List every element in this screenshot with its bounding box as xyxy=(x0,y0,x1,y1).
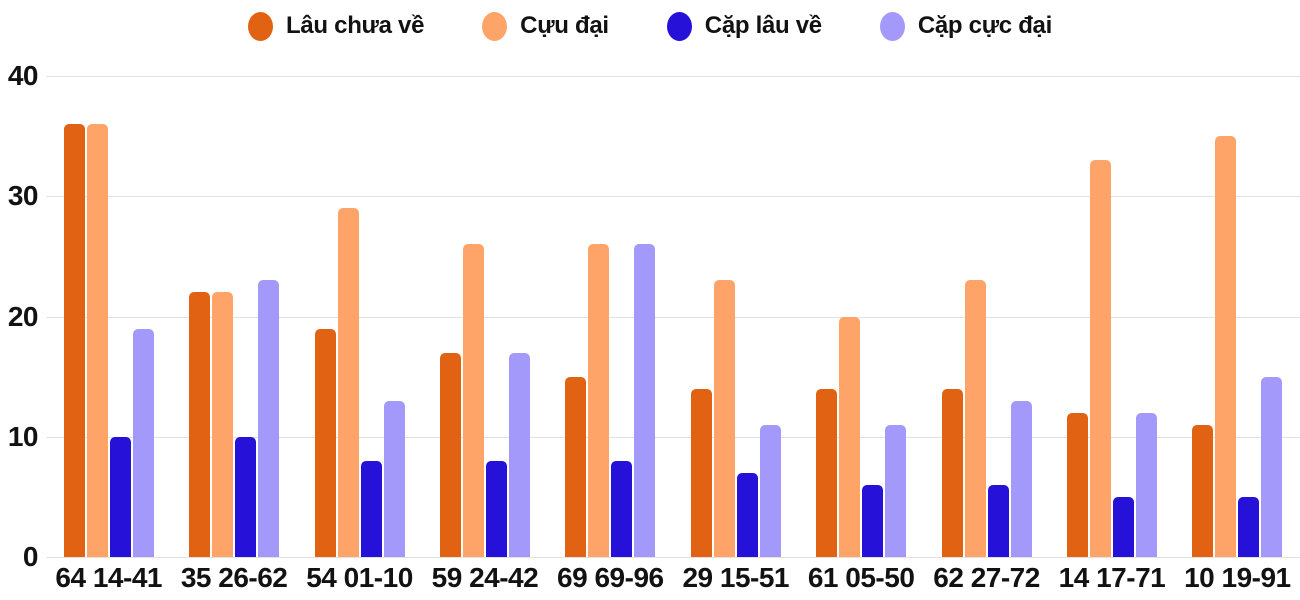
legend-label: Cặp cực đại xyxy=(917,12,1052,39)
y-tick-label: 40 xyxy=(7,60,39,91)
bar-series2-group10 xyxy=(1215,136,1237,557)
bar-series2-group1 xyxy=(86,124,108,557)
legend-swatch-icon xyxy=(879,11,905,41)
bar-group-6 xyxy=(673,76,798,557)
bar-group-7 xyxy=(798,76,923,557)
bar-group-4 xyxy=(422,76,547,557)
gridline xyxy=(46,316,1300,318)
legend-label: Cựu đại xyxy=(520,12,609,39)
y-tick-label: 0 xyxy=(22,541,39,572)
legend-item-4[interactable]: Cặp cực đại xyxy=(879,11,1052,41)
x-axis-label: 54 01-10 xyxy=(306,562,413,593)
bar-series2-group6 xyxy=(713,280,735,557)
x-axis-label: 62 27-72 xyxy=(933,562,1040,593)
bar-group-1 xyxy=(46,76,171,557)
bar-series1-group2 xyxy=(189,292,211,557)
bar-series4-group5 xyxy=(634,244,656,557)
bar-series1-group5 xyxy=(565,376,587,557)
bar-group-10 xyxy=(1175,76,1300,557)
bar-series2-group8 xyxy=(964,280,986,557)
x-axis-label: 64 14-41 xyxy=(55,562,162,593)
bar-series3-group7 xyxy=(862,484,884,557)
y-tick-label: 20 xyxy=(7,300,39,332)
bar-series2-group5 xyxy=(588,244,610,557)
bar-series1-group4 xyxy=(439,352,461,557)
chart-legend: Lâu chưa về Cựu đại Cặp lâu về Cặp cực đại xyxy=(0,6,1300,46)
bar-series1-group6 xyxy=(690,388,712,557)
bar-series2-group2 xyxy=(212,292,234,557)
bar-series4-group9 xyxy=(1135,412,1157,557)
gridline xyxy=(46,76,1300,77)
bar-series4-group8 xyxy=(1010,400,1032,557)
bar-series3-group2 xyxy=(235,436,257,557)
bar-series4-group1 xyxy=(132,328,154,557)
gridline xyxy=(46,557,1300,558)
bar-series3-group6 xyxy=(736,472,758,557)
plot-area xyxy=(46,76,1300,558)
legend-label: Cặp lâu về xyxy=(704,12,822,39)
gridline xyxy=(46,436,1300,438)
x-axis-label: 35 26-62 xyxy=(180,562,288,593)
bar-series3-group10 xyxy=(1238,496,1260,557)
legend-swatch-icon xyxy=(666,11,692,41)
bar-series3-group8 xyxy=(987,484,1009,557)
gridline xyxy=(46,196,1300,198)
bar-group-5 xyxy=(548,76,673,557)
bar-series3-group1 xyxy=(109,436,131,557)
bar-series4-group2 xyxy=(258,280,280,557)
x-axis: 64 14-41 35 26-62 54 01-10 59 24-42 69 69-96… xyxy=(46,560,1300,600)
bar-group-2 xyxy=(171,76,296,557)
x-axis-label: 59 24-42 xyxy=(431,562,539,593)
bar-series4-group4 xyxy=(508,352,530,557)
bar-series3-group4 xyxy=(485,460,507,557)
bar-groups xyxy=(46,76,1300,557)
bar-series1-group7 xyxy=(816,388,838,557)
x-axis-label: 14 17-71 xyxy=(1058,562,1166,593)
legend-swatch-icon xyxy=(248,11,274,41)
y-tick-label: 30 xyxy=(7,180,39,212)
bar-series4-group3 xyxy=(383,400,405,557)
bar-series2-group9 xyxy=(1089,160,1111,557)
bar-series2-group7 xyxy=(839,316,861,557)
bar-series1-group8 xyxy=(941,388,963,557)
bar-series4-group7 xyxy=(885,424,907,557)
bar-series4-group6 xyxy=(759,424,781,557)
bar-series1-group3 xyxy=(314,328,336,557)
bar-series3-group9 xyxy=(1112,496,1134,557)
bar-series2-group4 xyxy=(462,244,484,557)
bar-series1-group1 xyxy=(63,124,85,557)
bar-group-8 xyxy=(924,76,1049,557)
x-axis-label: 69 69-96 xyxy=(557,562,664,593)
legend-item-2[interactable]: Cựu đại xyxy=(482,11,609,41)
bar-series1-group9 xyxy=(1066,412,1088,557)
bar-group-3 xyxy=(297,76,422,557)
y-tick-label: 10 xyxy=(7,420,39,452)
x-axis-label: 10 19-91 xyxy=(1184,562,1291,593)
x-axis-label: 61 05-50 xyxy=(807,562,915,593)
bar-series4-group10 xyxy=(1261,376,1283,557)
bar-series3-group5 xyxy=(611,460,633,557)
legend-item-3[interactable]: Cặp lâu về xyxy=(666,11,822,41)
legend-label: Lâu chưa về xyxy=(286,12,425,39)
bar-series1-group10 xyxy=(1192,424,1214,557)
bar-series2-group3 xyxy=(337,208,359,557)
x-axis-label: 29 15-51 xyxy=(682,562,789,593)
legend-swatch-icon xyxy=(482,11,508,41)
bar-series3-group3 xyxy=(360,460,382,557)
legend-item-1[interactable]: Lâu chưa về xyxy=(248,11,425,41)
bar-group-9 xyxy=(1049,76,1174,557)
